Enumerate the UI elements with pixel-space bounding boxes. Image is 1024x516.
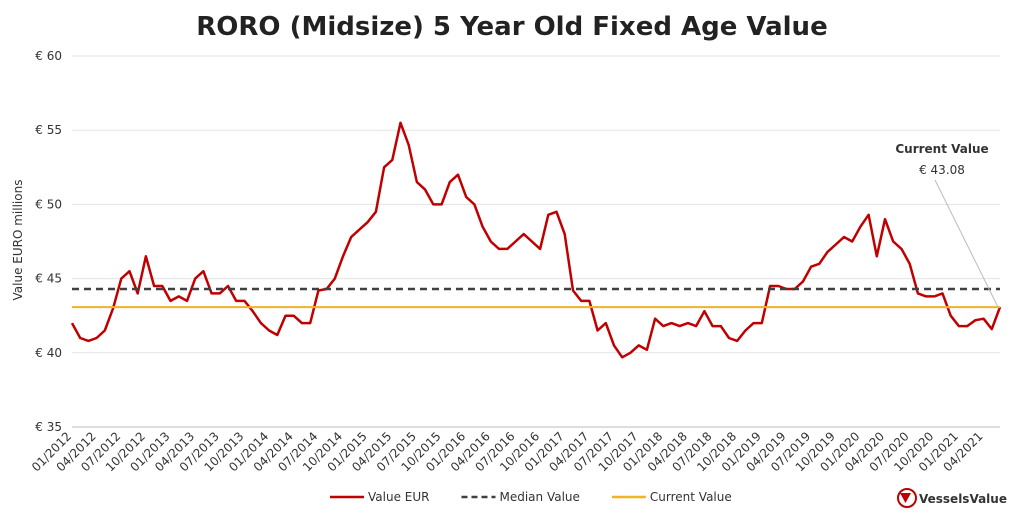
legend-label: Value EUR [368, 490, 429, 504]
y-tick-label: € 35 [35, 420, 62, 434]
annotation-value: € 43.08 [919, 163, 965, 177]
y-axis-label: Value EURO millions [11, 180, 25, 301]
brand-logo [900, 493, 911, 503]
chart-title: RORO (Midsize) 5 Year Old Fixed Age Valu… [196, 12, 827, 42]
y-tick-label: € 60 [35, 49, 62, 63]
y-tick-label: € 40 [35, 346, 62, 360]
y-tick-label: € 50 [35, 197, 62, 211]
annotation-leader [934, 179, 999, 308]
value-line [70, 121, 1002, 359]
brand-name: VesselsValue [919, 492, 1007, 506]
y-tick-label: € 45 [35, 272, 62, 286]
y-tick-label: € 55 [35, 123, 62, 137]
legend-label: Current Value [650, 490, 732, 504]
brand-logo-ring [897, 488, 917, 508]
legend-label: Median Value [499, 490, 579, 504]
annotation-title: Current Value [895, 142, 988, 156]
